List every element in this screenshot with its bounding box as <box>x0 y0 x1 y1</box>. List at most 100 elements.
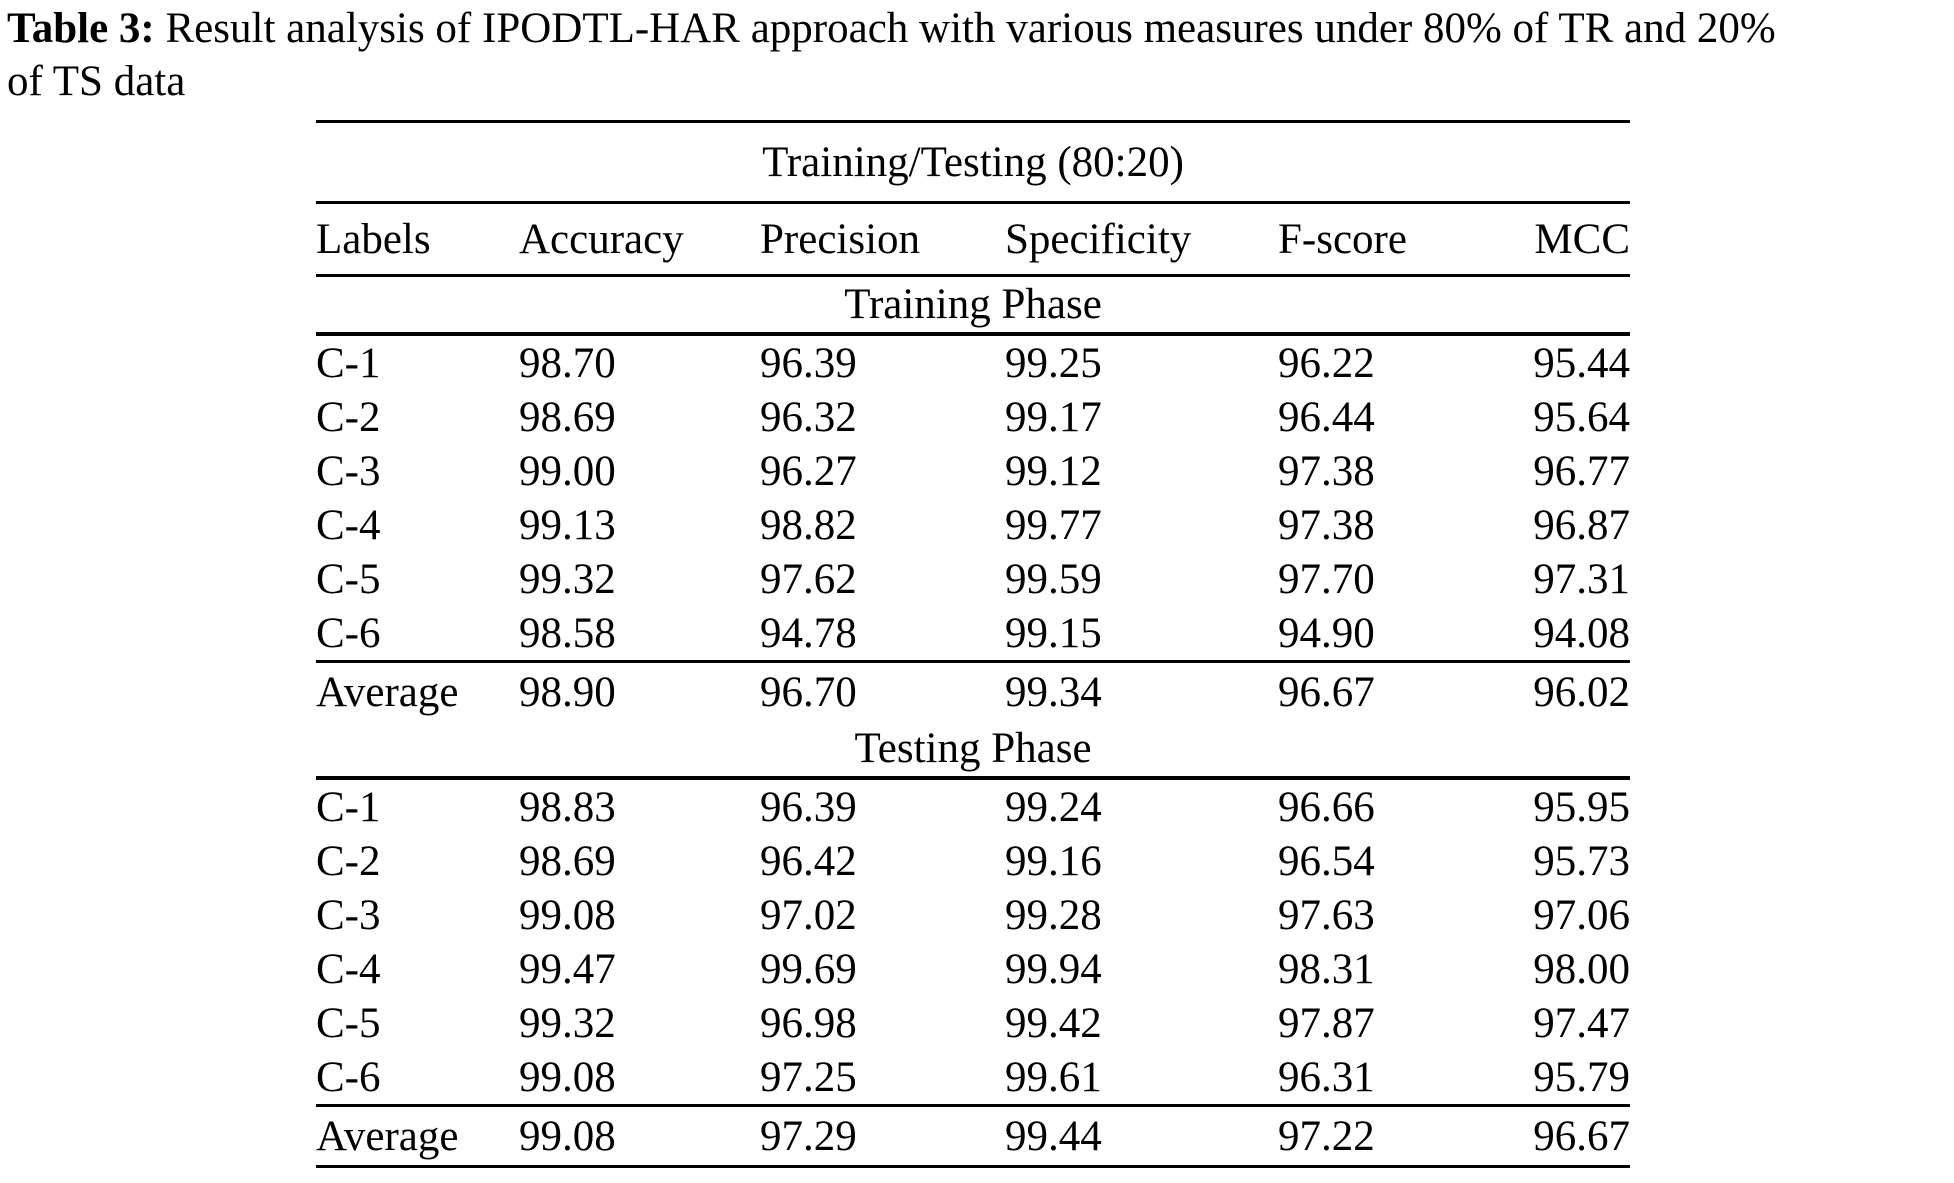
table-row: C-2 98.69 96.32 99.17 96.44 95.64 <box>316 390 1630 444</box>
metric-value: 99.69 <box>760 945 857 993</box>
metric-value: 96.77 <box>1533 447 1631 495</box>
metric-value: 98.69 <box>519 837 616 885</box>
metric-value: 97.38 <box>1278 501 1375 549</box>
metric-value: 99.44 <box>1005 1104 1278 1167</box>
metric-value: 96.98 <box>760 999 857 1047</box>
table-head: Training/Testing (80:20) Labels Accuracy… <box>316 121 1631 277</box>
metric-value: 99.12 <box>1005 447 1102 495</box>
metric-value: 96.70 <box>760 660 1005 721</box>
row-label: C-6 <box>316 1053 381 1101</box>
metric-value: 96.54 <box>1278 837 1375 885</box>
metric-value: 96.87 <box>1533 501 1631 549</box>
metric-value: 97.38 <box>1278 447 1375 495</box>
metric-value: 99.77 <box>1005 501 1102 549</box>
average-row: Average 98.90 96.70 99.34 96.67 96.02 <box>316 660 1631 721</box>
metric-value: 96.32 <box>760 393 857 441</box>
row-label: C-4 <box>316 945 381 993</box>
metric-value: 98.90 <box>519 660 760 721</box>
metric-value: 96.39 <box>760 783 857 831</box>
metric-value: 99.08 <box>519 891 616 939</box>
metric-value: 99.47 <box>519 945 616 993</box>
metric-value: 96.67 <box>1518 1104 1631 1167</box>
metric-value: 99.00 <box>519 447 616 495</box>
table-column-header-row: Labels Accuracy Precision Specificity F-… <box>316 202 1631 277</box>
table-row: C-2 98.69 96.42 99.16 96.54 95.73 <box>316 834 1630 888</box>
metric-value: 97.63 <box>1278 891 1375 939</box>
metric-value: 98.58 <box>519 609 616 657</box>
metric-value: 95.95 <box>1533 783 1631 831</box>
table-row: C-6 98.58 94.78 99.15 94.90 94.08 <box>316 606 1630 662</box>
metric-value: 97.02 <box>760 891 857 939</box>
metric-value: 95.64 <box>1533 393 1631 441</box>
training-phase-body: Training Phase C-1 98.70 96.39 99.25 96.22 95.… <box>316 275 1631 721</box>
metric-value: 99.08 <box>519 1104 760 1167</box>
table-row: C-4 99.47 99.69 99.94 98.31 98.00 <box>316 942 1630 996</box>
metric-value: 99.32 <box>519 999 616 1047</box>
metric-value: 96.02 <box>1518 660 1631 721</box>
metric-value: 97.47 <box>1533 999 1631 1047</box>
column-header-labels: Labels <box>316 202 519 277</box>
table-row: C-3 99.00 96.27 99.12 97.38 96.77 <box>316 444 1630 498</box>
metric-value: 98.69 <box>519 393 616 441</box>
metric-value: 98.83 <box>519 783 616 831</box>
metric-value: 97.06 <box>1533 891 1631 939</box>
row-label: C-4 <box>316 501 381 549</box>
row-label: C-1 <box>316 783 381 831</box>
phase-header: Training Phase <box>316 275 1631 336</box>
metric-value: 97.22 <box>1278 1104 1518 1167</box>
metric-value: 96.42 <box>760 837 857 885</box>
metric-value: 99.16 <box>1005 837 1102 885</box>
metric-value: 96.44 <box>1278 393 1375 441</box>
metric-value: 97.29 <box>760 1104 1005 1167</box>
table-row: C-5 99.32 97.62 99.59 97.70 97.31 <box>316 552 1630 606</box>
metric-value: 96.22 <box>1278 339 1375 387</box>
metric-value: 95.73 <box>1533 837 1631 885</box>
table-row: C-1 98.83 96.39 99.24 96.66 95.95 <box>316 778 1630 834</box>
metric-value: 99.32 <box>519 555 616 603</box>
row-label: C-1 <box>316 339 381 387</box>
metric-value: 97.87 <box>1278 999 1375 1047</box>
testing-phase-body: Testing Phase C-1 98.83 96.39 99.24 96.66 95.9… <box>316 721 1631 1167</box>
metric-value: 99.42 <box>1005 999 1102 1047</box>
average-row: Average 99.08 97.29 99.44 97.22 96.67 <box>316 1104 1631 1167</box>
column-header-mcc: MCC <box>1518 202 1631 277</box>
table-row: C-1 98.70 96.39 99.25 96.22 95.44 <box>316 334 1630 390</box>
metric-value: 98.82 <box>760 501 857 549</box>
metric-value: 96.67 <box>1278 660 1518 721</box>
metric-value: 96.27 <box>760 447 857 495</box>
phase-header-row: Testing Phase <box>316 721 1631 780</box>
metric-value: 95.79 <box>1533 1053 1631 1101</box>
metric-value: 99.94 <box>1005 945 1102 993</box>
metric-value: 97.70 <box>1278 555 1375 603</box>
table-caption-text-line2: of TS data <box>7 58 186 105</box>
metric-value: 98.70 <box>519 339 616 387</box>
table-caption-label: Table 3: <box>7 5 155 52</box>
metric-value: 97.31 <box>1533 555 1631 603</box>
row-label: C-2 <box>316 837 381 885</box>
row-label: C-2 <box>316 393 381 441</box>
table-caption-text-line1: Result analysis of IPODTL-HAR approach w… <box>154 5 1776 52</box>
metric-value: 99.08 <box>519 1053 616 1101</box>
metric-value: 94.08 <box>1533 609 1631 657</box>
metric-value: 99.17 <box>1005 393 1102 441</box>
metric-value: 96.39 <box>760 339 857 387</box>
metric-value: 99.25 <box>1005 339 1102 387</box>
metric-value: 97.62 <box>760 555 857 603</box>
row-label: C-5 <box>316 555 381 603</box>
row-label: C-5 <box>316 999 381 1047</box>
phase-header: Testing Phase <box>316 721 1631 780</box>
metric-value: 94.90 <box>1278 609 1375 657</box>
metric-value: 97.25 <box>760 1053 857 1101</box>
phase-header-row: Training Phase <box>316 275 1631 336</box>
row-label: C-3 <box>316 447 381 495</box>
metric-value: 99.15 <box>1005 609 1102 657</box>
table-row: C-6 99.08 97.25 99.61 96.31 95.79 <box>316 1050 1630 1106</box>
metric-value: 94.78 <box>760 609 857 657</box>
metric-value: 98.31 <box>1278 945 1375 993</box>
row-label: C-3 <box>316 891 381 939</box>
column-header-precision: Precision <box>760 202 1005 277</box>
metric-value: 99.28 <box>1005 891 1102 939</box>
results-table: Training/Testing (80:20) Labels Accuracy… <box>316 120 1631 1168</box>
metric-value: 99.13 <box>519 501 616 549</box>
